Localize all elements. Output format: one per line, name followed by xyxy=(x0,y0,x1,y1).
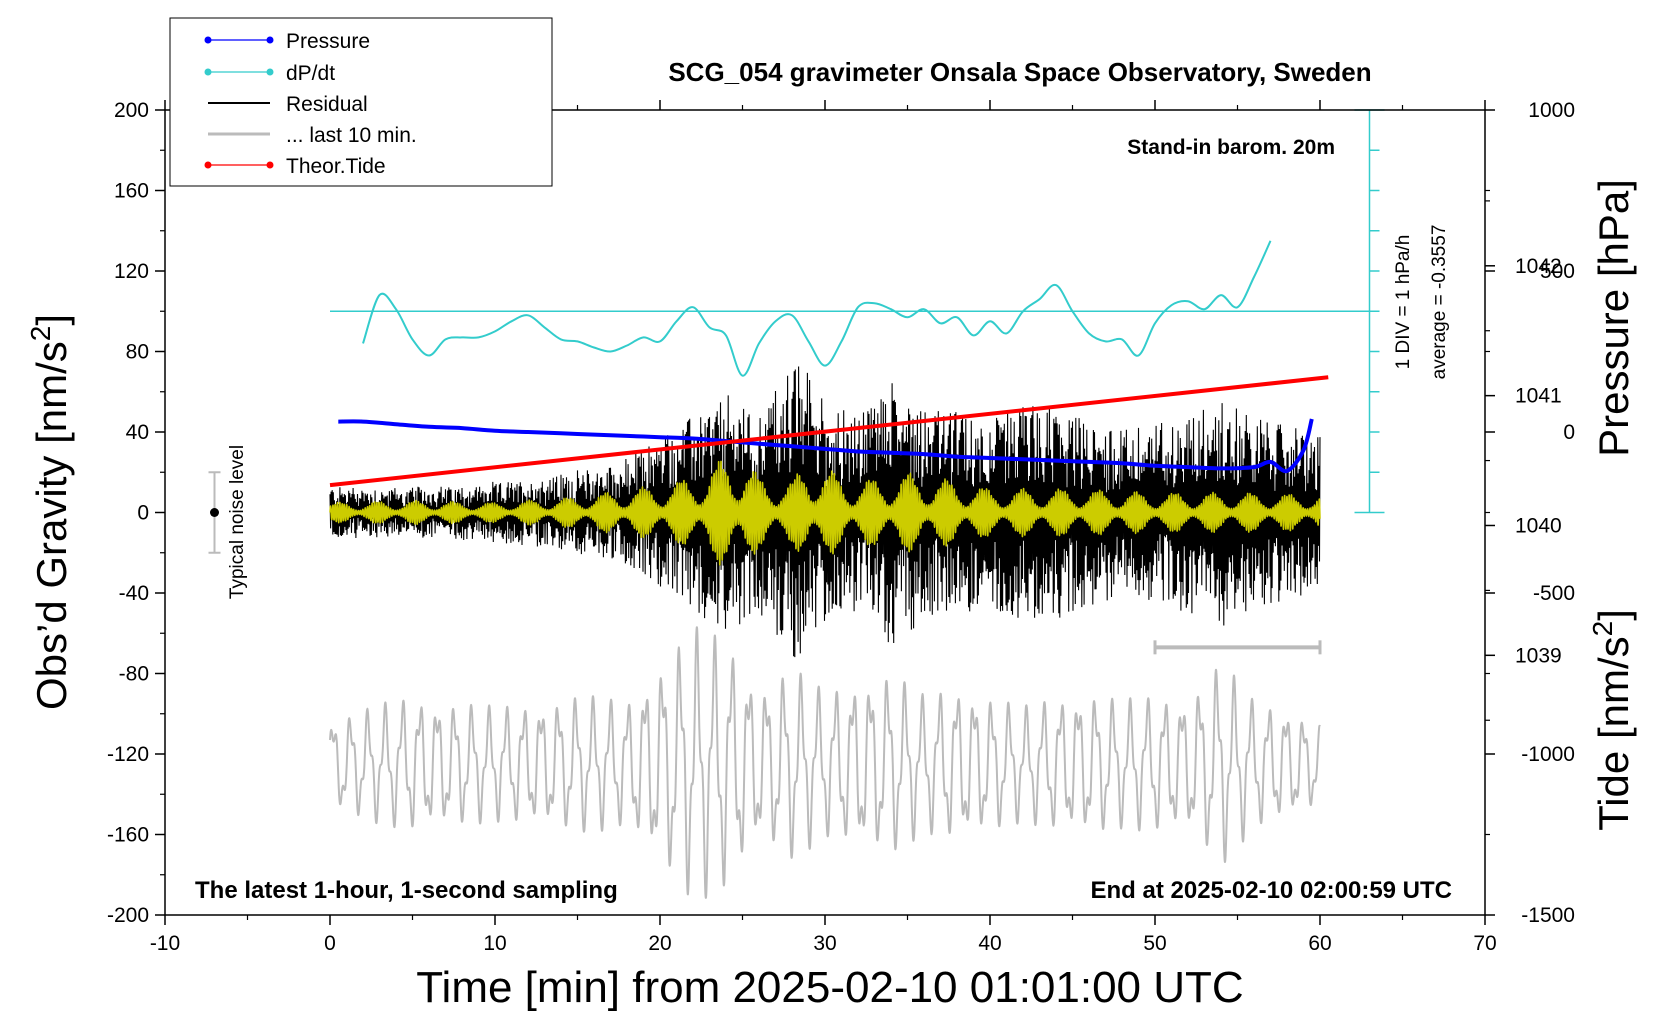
x-tick-label: 70 xyxy=(1473,932,1496,955)
last10-series xyxy=(329,626,1321,899)
y-axis-tide-title-close: ] xyxy=(1590,609,1637,621)
y-axis-left-title-close: ] xyxy=(28,314,75,326)
noise-level-label: Typical noise level xyxy=(227,445,248,599)
legend-last10-label: ... last 10 min. xyxy=(286,124,417,147)
dpdt-average-label: average = -0.3557 xyxy=(1429,225,1450,380)
x-axis-title: Time [min] from 2025-02-10 01:01:00 UTC xyxy=(416,963,1243,1012)
y-pressure-tick-label: 1042 xyxy=(1515,255,1562,278)
legend-entry-last10: ... last 10 min. xyxy=(208,124,417,147)
end-time-label: End at 2025-02-10 02:00:59 UTC xyxy=(1091,877,1453,904)
dpdt-line xyxy=(362,240,1272,377)
axes-layer: -10 0 10 20 30 40 50 60 70 200 160 120 80 40 0 -40 -80 -1… xyxy=(107,99,1575,955)
last10-bracket xyxy=(1153,640,1322,655)
y-axis-tide-title-main: Tide [nm/s xyxy=(1590,636,1637,831)
legend: Pressure dP/dt Residual ... last 10 min.… xyxy=(169,17,553,187)
legend-dpdt-marker-end xyxy=(266,68,274,76)
series-layer xyxy=(208,109,1385,899)
tide-series xyxy=(329,375,1329,488)
y-left-tick-label: 200 xyxy=(114,99,149,122)
x-tick-label: 10 xyxy=(483,932,506,955)
x-tick-label: 0 xyxy=(324,932,336,955)
y-left-tick-label: 120 xyxy=(114,260,149,283)
y-left-tick-label: -120 xyxy=(107,743,149,766)
legend-tide-label: Theor.Tide xyxy=(286,155,386,178)
y-tide-tick-label: -1000 xyxy=(1521,743,1575,766)
legend-entry-dpdt: dP/dt xyxy=(204,62,335,85)
tide-line xyxy=(329,375,1329,488)
residual-series xyxy=(329,366,1321,658)
legend-dpdt-marker-start xyxy=(204,68,212,76)
y-left-tick-label: 160 xyxy=(114,180,149,203)
dpdt-div-label: 1 DIV = 1 hPa/h xyxy=(1393,235,1414,370)
x-tick-label: -10 xyxy=(150,932,180,955)
y-pressure-tick-label: 1039 xyxy=(1515,644,1562,667)
x-tick-label: 30 xyxy=(813,932,836,955)
y-left-tick-label: -160 xyxy=(107,824,149,847)
latest-hour-label: The latest 1-hour, 1-second sampling xyxy=(195,877,618,904)
y-pressure-tick-label: 1041 xyxy=(1515,385,1562,408)
y-tide-tick-label: -500 xyxy=(1533,582,1575,605)
dpdt-series xyxy=(362,240,1272,377)
y-tide-tick-label: 1000 xyxy=(1528,99,1575,122)
y-left-tick-label: 80 xyxy=(126,341,149,364)
stand-in-barometer-label: Stand-in barom. 20m xyxy=(1127,136,1335,159)
residual-line xyxy=(329,366,1321,658)
chart-title: SCG_054 gravimeter Onsala Space Observat… xyxy=(668,57,1371,87)
pressure-line xyxy=(338,418,1314,474)
y-left-tick-label: -200 xyxy=(107,904,149,927)
y-axis-pressure-title: Pressure [hPa] xyxy=(1590,179,1637,457)
x-tick-label: 60 xyxy=(1308,932,1331,955)
legend-dpdt-label: dP/dt xyxy=(286,62,335,85)
y-axis-left-title-main: Obs’d Gravity [nm/s xyxy=(28,341,75,710)
x-tick-label: 20 xyxy=(648,932,671,955)
pressure-series xyxy=(338,418,1314,474)
legend-pressure-marker-end xyxy=(266,36,274,44)
filtered-residual-series xyxy=(329,460,1321,566)
legend-residual-label: Residual xyxy=(286,93,368,116)
y-tide-tick-label: 0 xyxy=(1563,421,1575,444)
legend-entry-residual: Residual xyxy=(208,93,368,116)
legend-tide-marker-start xyxy=(204,161,212,169)
noise-bar-center-dot xyxy=(210,508,219,517)
x-tick-label: 50 xyxy=(1143,932,1166,955)
y-pressure-tick-label: 1040 xyxy=(1515,514,1562,537)
y-left-tick-label: -40 xyxy=(119,582,149,605)
legend-pressure-marker-start xyxy=(204,36,212,44)
y-left-tick-label: 0 xyxy=(137,502,149,525)
noise-level-bar xyxy=(208,471,221,554)
y-axis-tide-title-sup: 2 xyxy=(1587,621,1618,637)
y-axis-left-title-sup: 2 xyxy=(25,326,56,342)
y-left-tick-label: 40 xyxy=(126,421,149,444)
filtered-residual-line xyxy=(329,460,1321,566)
last10-line xyxy=(329,626,1321,899)
x-tick-label: 40 xyxy=(978,932,1001,955)
legend-tide-marker-end xyxy=(266,161,274,169)
y-axis-left-title: Obs’d Gravity [nm/s2] xyxy=(25,314,75,710)
y-axis-tide-title: Tide [nm/s2] xyxy=(1587,609,1637,831)
y-left-tick-label: -80 xyxy=(119,663,149,686)
y-tide-tick-label: -1500 xyxy=(1521,904,1575,927)
y-tide-tick-label: 500 xyxy=(1540,260,1575,283)
legend-pressure-label: Pressure xyxy=(286,30,370,53)
legend-entry-tide: Theor.Tide xyxy=(204,155,386,178)
legend-entry-pressure: Pressure xyxy=(204,30,370,53)
